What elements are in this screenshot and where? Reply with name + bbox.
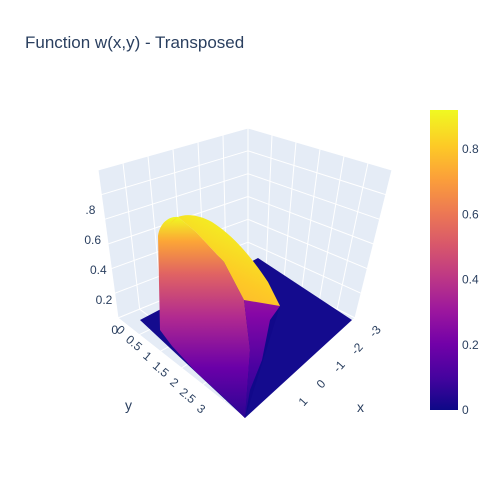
x-axis-title: x (357, 399, 364, 415)
z-tick-label: 0.2 (96, 293, 113, 307)
z-axis-ticks: 0 0.2 0.4 0.6 .8 (84, 203, 118, 337)
z-tick-label: .8 (85, 203, 95, 217)
chart-title: Function w(x,y) - Transposed (25, 33, 245, 52)
x-tick-label: 1 (296, 394, 311, 409)
x-tick-label: -2 (348, 340, 366, 358)
colorbar-tick-label: 0.4 (462, 273, 479, 287)
z-tick-label: 0 (111, 323, 118, 337)
z-tick-label: 0.6 (84, 233, 101, 247)
y-tick-label: 3 (194, 401, 208, 416)
colorbar[interactable] (430, 110, 458, 410)
colorbar-tick-label: 0.6 (462, 207, 479, 221)
grid-line (247, 241, 362, 294)
x-tick-label: -3 (366, 322, 384, 340)
y-tick-label: 2 (167, 375, 181, 390)
surface-top-ridge (170, 215, 280, 306)
y-tick-label: 1.5 (150, 359, 172, 381)
y-axis-title: y (125, 397, 132, 413)
colorbar-tick-label: 0 (462, 403, 469, 417)
y-tick-label: 1 (140, 349, 154, 364)
z-tick-label: 0.4 (90, 263, 107, 277)
y-tick-label: 2.5 (177, 385, 199, 407)
x-tick-label: 0 (314, 377, 329, 392)
colorbar-ticks: 0 0.2 0.4 0.6 0.8 (462, 142, 479, 417)
surface-front-face (158, 216, 250, 418)
x-tick-label: -1 (330, 358, 348, 376)
colorbar-tick-label: 0.2 (462, 338, 479, 352)
colorbar-tick-label: 0.8 (462, 142, 479, 156)
